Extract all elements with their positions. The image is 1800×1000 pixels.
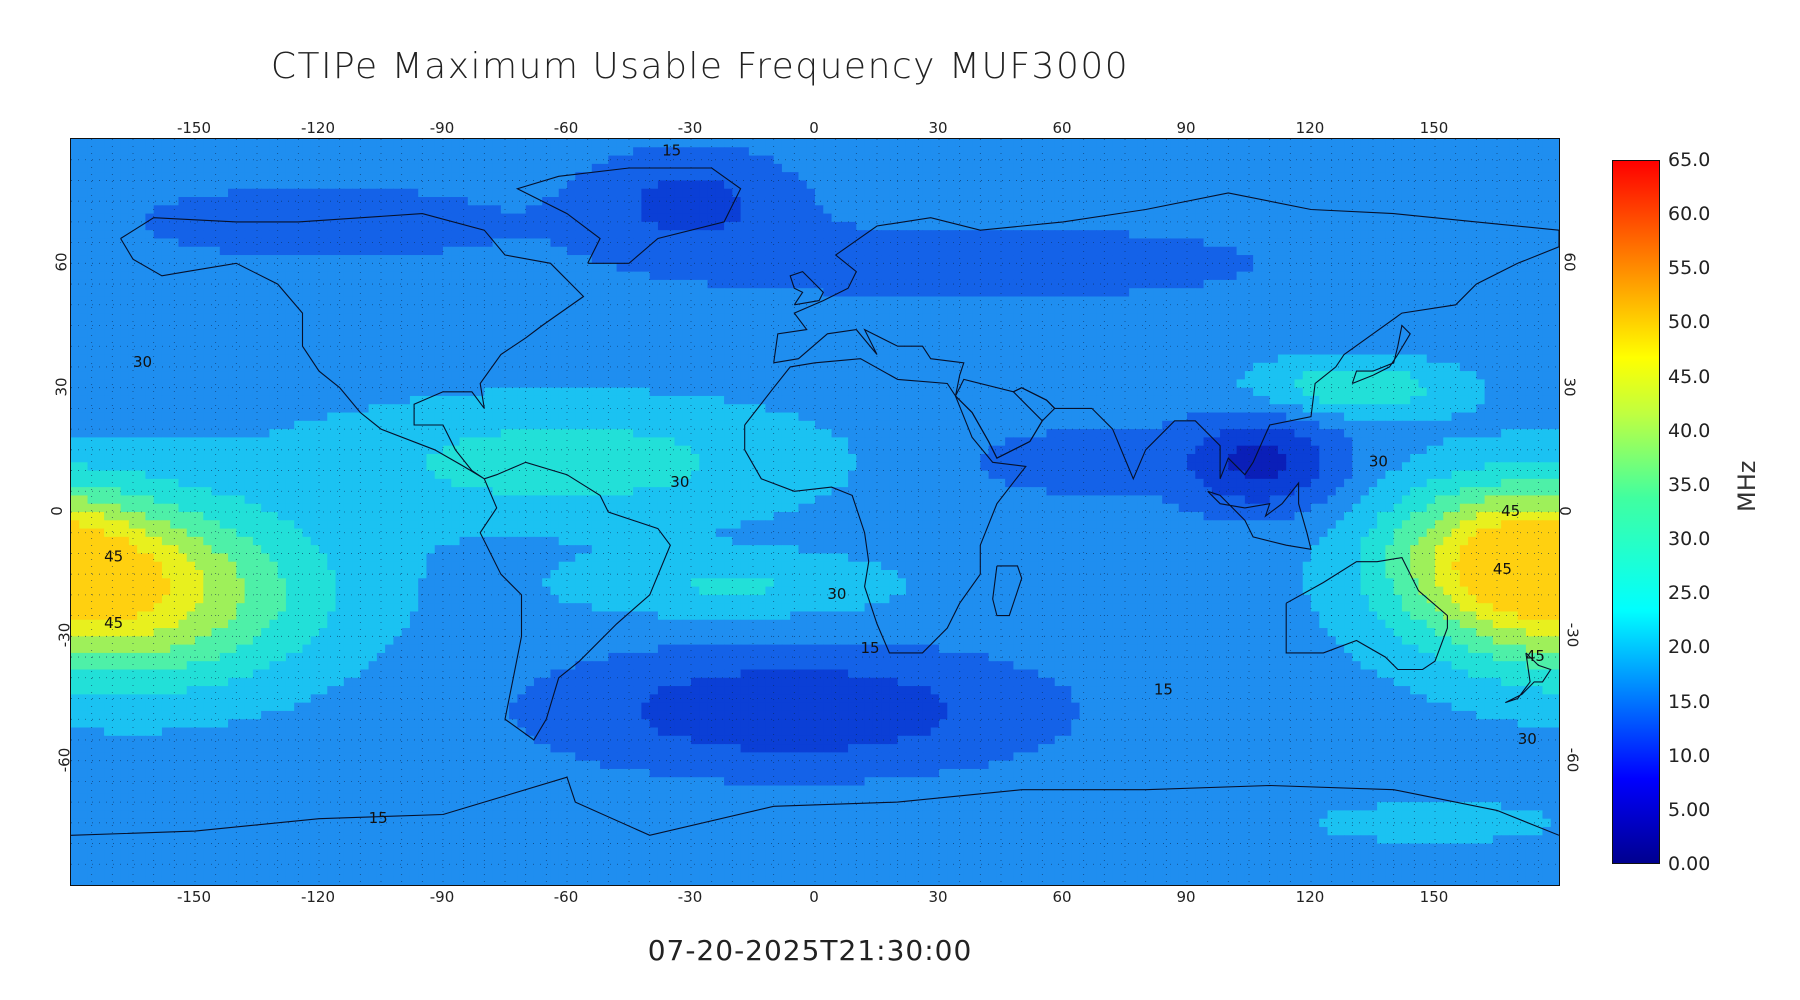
bottom-lon-tick: -150 [176, 888, 212, 906]
bottom-lon-tick: -120 [300, 888, 336, 906]
colorbar-tick-label: 65.0 [1668, 149, 1711, 171]
contour-label: 45 [1493, 560, 1512, 578]
top-lon-tick: 150 [1419, 119, 1449, 137]
muf-map: 15 30 30 30 45 45 15 15 15 30 45 45 45 30 [70, 138, 1560, 886]
north-america-outline [120, 213, 585, 480]
south-america-outline [479, 461, 671, 741]
contour-label: 15 [369, 809, 388, 827]
eurasia-outline [773, 192, 1559, 481]
bottom-lon-tick: 0 [809, 888, 819, 906]
madagascar-outline [992, 565, 1023, 617]
top-lon-tick: 60 [1052, 119, 1072, 137]
left-lat-tick: 30 [52, 377, 71, 397]
indonesia-outline [1207, 481, 1312, 550]
top-lon-tick: -30 [677, 119, 703, 137]
colorbar-unit: MHz [1733, 460, 1761, 512]
timestamp: 07-20-2025T21:30:00 [647, 934, 973, 967]
colorbar-gradient [1613, 161, 1659, 863]
contour-label: 15 [1154, 680, 1173, 698]
greenland-outline [515, 167, 742, 264]
colorbar-tick-label: 10.0 [1668, 744, 1711, 767]
bottom-lon-tick: -60 [553, 888, 579, 906]
contour-label: 45 [104, 548, 123, 566]
antarctica-outline [71, 776, 1559, 836]
contour-label: 45 [1526, 647, 1545, 665]
bottom-lon-tick: 90 [1176, 888, 1196, 906]
japan-outline [1351, 324, 1411, 385]
colorbar [1612, 160, 1660, 864]
contour-label: 15 [662, 142, 681, 160]
top-lon-tick: 30 [928, 119, 948, 137]
australia-outline [1285, 556, 1448, 671]
right-lat-tick: -30 [1563, 623, 1582, 648]
colorbar-tick-label: 55.0 [1668, 257, 1711, 280]
colorbar-tick-label: 30.0 [1668, 528, 1711, 551]
contour-label: 45 [1501, 502, 1520, 520]
muf-contour-map: 15 30 30 30 45 45 15 15 15 30 45 45 45 30 [71, 139, 1559, 885]
contour-label: 15 [861, 639, 880, 657]
colorbar-tick-label: 60.0 [1668, 203, 1711, 226]
colorbar-tick-label: 35.0 [1668, 473, 1711, 496]
contour-label: 30 [133, 353, 152, 371]
bottom-lon-tick: 30 [928, 888, 948, 906]
right-lat-tick: 60 [1560, 252, 1579, 272]
top-lon-tick: 120 [1295, 119, 1325, 137]
bottom-lon-tick: -30 [677, 888, 703, 906]
colorbar-tick-label: 0.00 [1668, 853, 1711, 875]
contour-label: 30 [827, 585, 846, 603]
top-lon-tick: 90 [1176, 119, 1196, 137]
contour-label: 30 [1369, 452, 1388, 470]
colorbar-tick-label: 40.0 [1668, 419, 1711, 442]
uk-outline [789, 270, 824, 306]
bottom-lon-tick: -90 [429, 888, 455, 906]
colorbar-tick-label: 5.00 [1668, 798, 1711, 821]
top-lon-tick: 0 [809, 119, 819, 137]
left-lat-tick: 0 [47, 506, 66, 516]
colorbar-tick-label: 15.0 [1668, 690, 1711, 713]
contour-label: 30 [670, 473, 689, 491]
right-lat-tick: -60 [1563, 747, 1582, 772]
new-zealand-outline [1505, 652, 1552, 704]
left-lat-tick: 60 [52, 252, 71, 272]
colorbar-tick-label: 20.0 [1668, 636, 1711, 659]
colorbar-tick-label: 50.0 [1668, 311, 1711, 334]
bottom-lon-tick: 150 [1419, 888, 1449, 906]
arabia-outline [955, 378, 1056, 459]
top-lon-tick: -60 [553, 119, 579, 137]
contour-label: 45 [104, 614, 123, 632]
top-lon-tick: -90 [429, 119, 455, 137]
contour-label: 30 [1518, 730, 1537, 748]
colorbar-tick-label: 45.0 [1668, 365, 1711, 388]
right-lat-tick: 30 [1560, 377, 1579, 397]
page-title: CTIPe Maximum Usable Frequency MUF3000 [270, 46, 1130, 87]
top-lon-tick: -150 [176, 119, 212, 137]
top-lon-tick: -120 [300, 119, 336, 137]
colorbar-tick-label: 25.0 [1668, 582, 1711, 605]
africa-outline [744, 358, 1027, 654]
bottom-lon-tick: 60 [1052, 888, 1072, 906]
bottom-lon-tick: 120 [1295, 888, 1325, 906]
